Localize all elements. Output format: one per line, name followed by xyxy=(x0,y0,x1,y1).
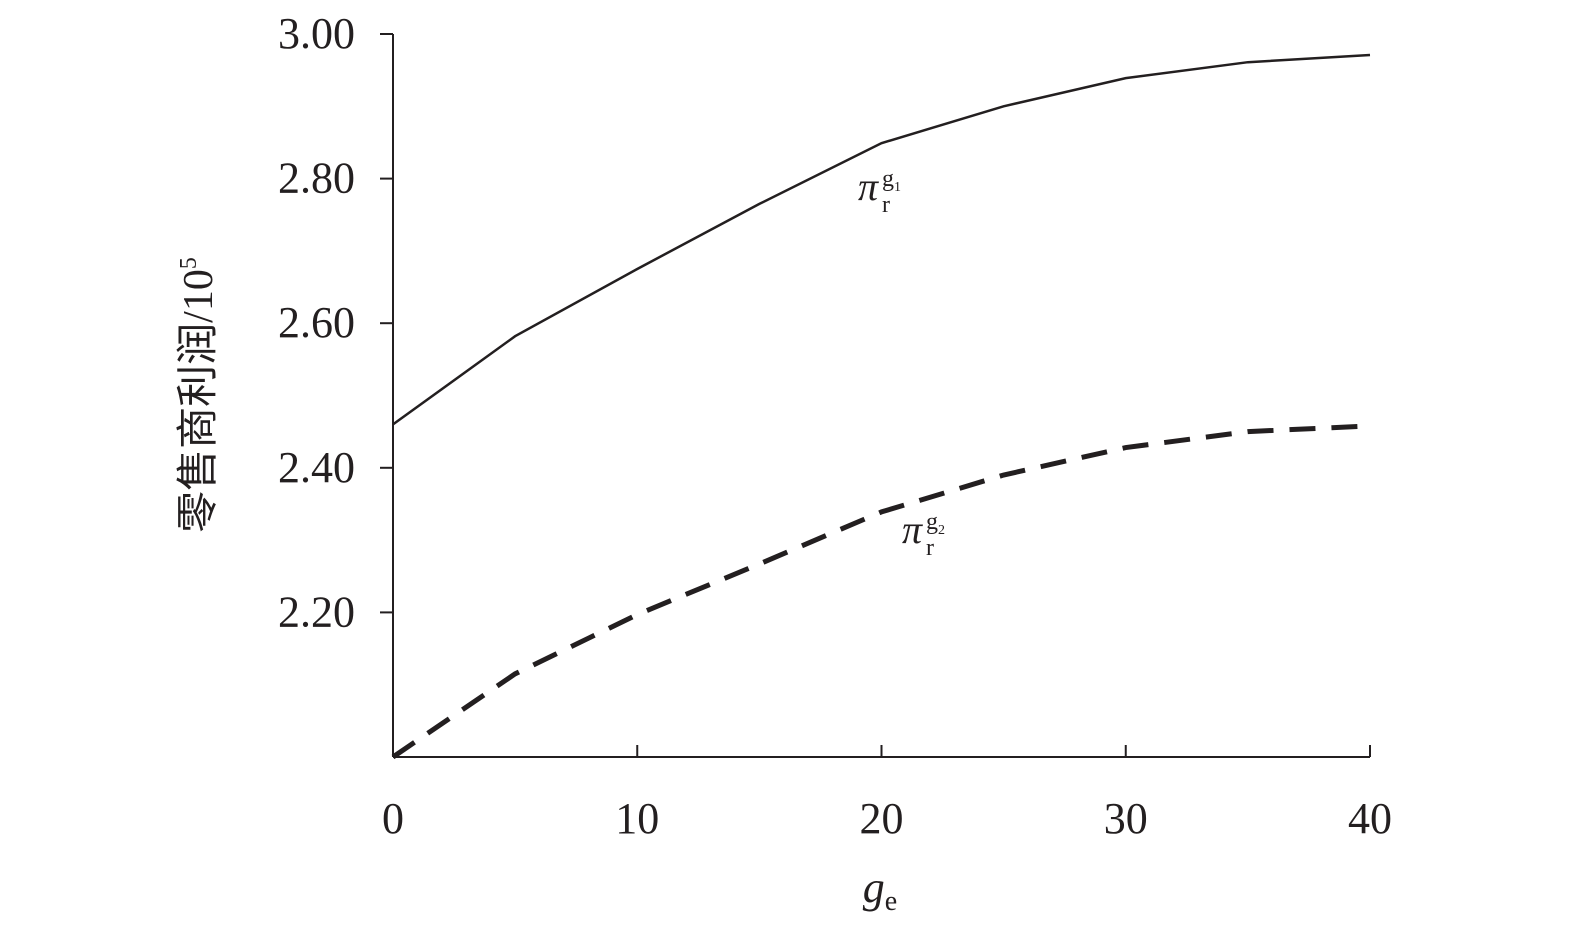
x-tick-label: 40 xyxy=(1348,794,1392,843)
x-tick-label: 30 xyxy=(1104,794,1148,843)
x-label-text: g xyxy=(863,863,885,912)
x-tick-label: 0 xyxy=(382,794,404,843)
series-line xyxy=(392,53,1371,426)
x-label-sub: e xyxy=(885,886,897,917)
annotation-symbol: π xyxy=(858,164,879,209)
series-annotation: π g2 r xyxy=(902,507,945,561)
y-label-text: 零售商利润/10 xyxy=(176,269,222,533)
annotation-sub: r xyxy=(926,535,934,561)
y-tick-label: 2.40 xyxy=(278,443,355,492)
series-annotation: π g1 r xyxy=(858,164,901,218)
y-tick-label: 2.60 xyxy=(278,298,355,347)
y-tick-label: 3.00 xyxy=(278,9,355,58)
annotation-sup: g xyxy=(926,509,938,535)
annotation-symbol: π xyxy=(902,507,923,552)
annotation-sub: r xyxy=(882,192,890,218)
annotation-sup-sub: 2 xyxy=(938,523,945,538)
x-tick-label: 10 xyxy=(615,794,659,843)
y-label-sup: 5 xyxy=(176,257,202,269)
annotation-sup: g xyxy=(882,166,894,192)
series-line xyxy=(391,423,1371,760)
y-axis-label: 零售商利润/105 xyxy=(176,257,222,533)
x-axis-label: ge xyxy=(863,863,897,917)
y-tick-label: 2.80 xyxy=(278,154,355,203)
x-tick-label: 20 xyxy=(860,794,904,843)
annotation-sup-sub: 1 xyxy=(894,180,901,195)
y-tick-label: 2.20 xyxy=(278,587,355,636)
